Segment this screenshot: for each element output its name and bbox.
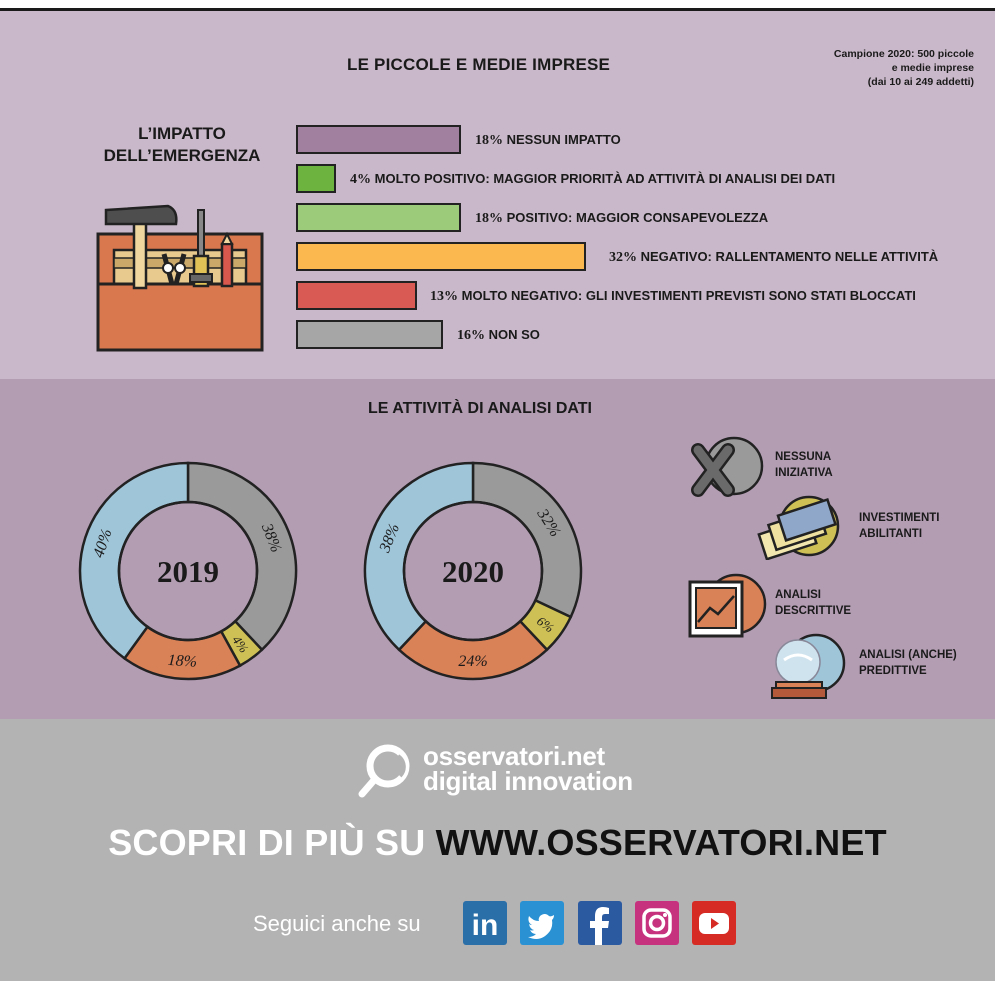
legend-line: PREDITTIVE <box>859 665 927 677</box>
money-icon <box>757 495 840 560</box>
toolbox-icon <box>96 204 264 352</box>
bar-value: 18% <box>475 133 503 148</box>
brand-line: osservatori.net <box>423 741 605 771</box>
bar-value: 13% <box>430 289 458 304</box>
legend-label-analisi-descrittive: ANALISI DESCRITTIVE <box>775 587 851 619</box>
magnifier-logo-icon <box>358 744 410 798</box>
bar-category: NEGATIVO: RALLENTAMENTO NELLE ATTIVITÀ <box>640 249 939 264</box>
bar-value: 16% <box>457 328 485 343</box>
analysis-title: LE ATTIVITÀ DI ANALISI DATI <box>368 400 592 417</box>
bar-category: NESSUN IMPATTO <box>506 132 621 147</box>
brand-line: digital innovation <box>423 766 633 796</box>
impact-title: L’IMPATTO DELL’EMERGENZA <box>92 123 272 167</box>
instagram-icon[interactable] <box>635 901 679 945</box>
sample-note: Campione 2020: 500 piccole e medie impre… <box>834 47 974 89</box>
svg-text:in: in <box>472 909 499 942</box>
website-link[interactable]: WWW.OSSERVATORI.NET <box>435 822 887 863</box>
sample-line: e medie imprese <box>891 62 974 74</box>
x-circle-icon <box>691 436 764 497</box>
facebook-icon[interactable] <box>578 901 622 945</box>
legend-line: NESSUNA <box>775 451 832 463</box>
linkedin-icon[interactable]: in <box>463 901 507 945</box>
chart-frame-icon <box>688 573 767 638</box>
youtube-icon[interactable] <box>692 901 736 945</box>
donut-slice-nessuna-iniziativa <box>471 461 583 619</box>
legend-label-investimenti-abilitanti: INVESTIMENTI ABILITANTI <box>859 510 940 542</box>
impact-title-line: L’IMPATTO <box>138 124 226 143</box>
legend-line: ANALISI <box>775 589 821 601</box>
bar-label-negativo: 32% NEGATIVO: RALLENTAMENTO NELLE ATTIVI… <box>609 249 938 266</box>
impact-title-line: DELL’EMERGENZA <box>103 146 261 165</box>
legend-line: INVESTIMENTI <box>859 512 940 524</box>
follow-text: Seguici anche su <box>253 911 421 936</box>
bar-value: 18% <box>475 211 503 226</box>
bar-non-so <box>296 320 443 349</box>
twitter-icon[interactable] <box>520 901 564 945</box>
donut-chart-2020: 32%6%24%38%2020 <box>363 461 583 681</box>
bar-negativo <box>296 242 586 271</box>
bar-molto-negativo <box>296 281 417 310</box>
donut-slice-analisi-descrittive <box>397 619 549 681</box>
bar-label-non-so: 16% NON SO <box>457 327 540 344</box>
legend-line: INIZIATIVA <box>775 467 833 479</box>
legend-label-analisi-predittive: ANALISI (ANCHE) PREDITTIVE <box>859 647 957 679</box>
cta-prefix: SCOPRI DI PIÙ SU <box>108 822 436 863</box>
bar-value: 4% <box>350 172 371 187</box>
donut-chart-2019: 38%4%18%40%2019 <box>78 461 298 681</box>
bar-label-nessun-impatto: 18% NESSUN IMPATTO <box>475 132 621 149</box>
bar-value: 32% <box>609 250 637 265</box>
legend-label-nessuna-iniziativa: NESSUNA INIZIATIVA <box>775 449 833 481</box>
donut-inner-ring <box>117 500 259 642</box>
brand-logo-text: osservatori.net digital innovation <box>423 741 633 796</box>
legend-line: ABILITANTI <box>859 528 923 540</box>
donut-label-analisi-descrittive: 24% <box>458 653 487 670</box>
donut-year-label: 2020 <box>442 554 504 589</box>
bar-category: MOLTO NEGATIVO: GLI INVESTIMENTI PREVIST… <box>461 288 916 303</box>
bar-label-molto-positivo: 4% MOLTO POSITIVO: MAGGIOR PRIORITÀ AD A… <box>350 171 835 188</box>
sample-line: Campione 2020: 500 piccole <box>833 48 974 60</box>
bar-category: NON SO <box>488 327 540 342</box>
bar-positivo <box>296 203 461 232</box>
bar-category: MOLTO POSITIVO: MAGGIOR PRIORITÀ AD ATTI… <box>374 171 836 186</box>
bar-label-positivo: 18% POSITIVO: MAGGIOR CONSAPEVOLEZZA <box>475 210 768 227</box>
donut-label-analisi-descrittive: 18% <box>167 652 197 671</box>
bar-category: POSITIVO: MAGGIOR CONSAPEVOLEZZA <box>506 210 769 225</box>
legend-line: ANALISI (ANCHE) <box>859 649 957 661</box>
donut-inner-ring <box>402 500 544 642</box>
sample-line: (dai 10 ai 249 addetti) <box>867 76 974 88</box>
bar-nessun-impatto <box>296 125 461 154</box>
crystal-ball-icon <box>771 633 846 699</box>
cta-text: SCOPRI DI PIÙ SU WWW.OSSERVATORI.NET <box>0 822 995 864</box>
top-border <box>0 0 995 11</box>
page-title: LE PICCOLE E MEDIE IMPRESE <box>347 55 611 74</box>
donut-year-label: 2019 <box>157 554 219 589</box>
bar-molto-positivo <box>296 164 336 193</box>
legend-line: DESCRITTIVE <box>775 605 852 617</box>
bar-label-molto-negativo: 13% MOLTO NEGATIVO: GLI INVESTIMENTI PRE… <box>430 288 916 305</box>
